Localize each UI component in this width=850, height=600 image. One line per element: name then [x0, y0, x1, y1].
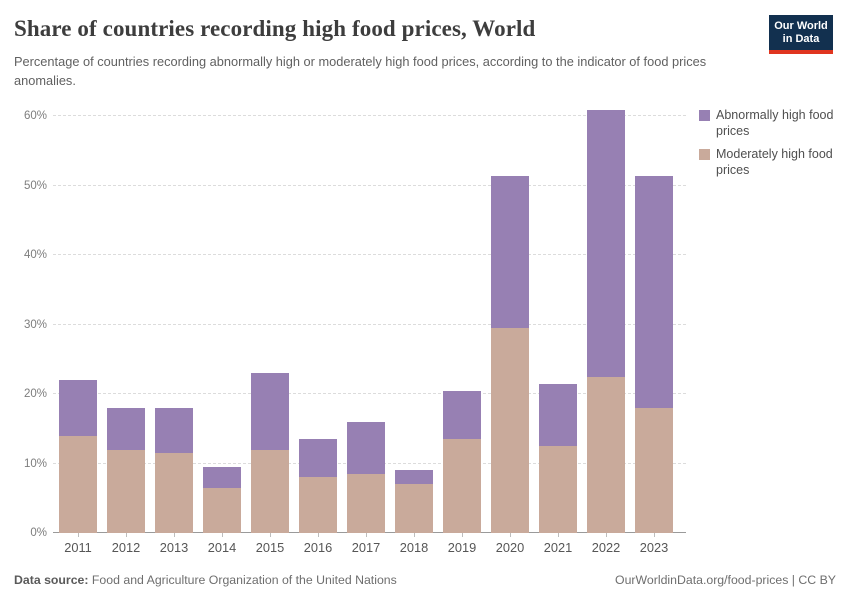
x-axis-tick [366, 533, 367, 537]
bar-2014[interactable] [203, 466, 241, 533]
legend-label: Abnormally high food prices [716, 108, 834, 138]
bar-segment-moderately-high[interactable] [59, 435, 97, 533]
bar-2011[interactable] [59, 380, 97, 533]
bar-2020[interactable] [491, 176, 529, 533]
bar-segment-moderately-high[interactable] [203, 487, 241, 533]
x-axis-label: 2013 [159, 540, 189, 555]
y-axis-tick-label: 30% [23, 318, 47, 331]
bar-segment-abnormally-high[interactable] [491, 176, 529, 328]
gridline [53, 323, 686, 325]
bar-segment-abnormally-high[interactable] [443, 390, 481, 440]
gridline [53, 254, 686, 255]
gridline [53, 184, 686, 186]
x-axis-label: 2015 [255, 540, 285, 555]
x-axis-tick [78, 533, 79, 537]
bar-segment-abnormally-high[interactable] [107, 407, 145, 450]
owid-logo-line1: Our World [774, 20, 828, 32]
bar-2018[interactable] [395, 470, 433, 533]
citation-link[interactable]: OurWorldinData.org/food-prices | CC BY [615, 573, 836, 587]
bar-segment-abnormally-high[interactable] [251, 373, 289, 450]
bar-segment-abnormally-high[interactable] [587, 110, 625, 377]
bar-segment-moderately-high[interactable] [443, 439, 481, 533]
bar-segment-abnormally-high[interactable] [539, 383, 577, 447]
bar-segment-abnormally-high[interactable] [59, 380, 97, 436]
x-axis-tick [126, 533, 127, 537]
bar-segment-moderately-high[interactable] [395, 484, 433, 533]
x-axis-tick [270, 533, 271, 537]
x-axis-label: 2016 [303, 540, 333, 555]
bar-2015[interactable] [251, 373, 289, 533]
bar-segment-abnormally-high[interactable] [395, 470, 433, 485]
bar-2019[interactable] [443, 390, 481, 533]
page-title: Share of countries recording high food p… [14, 16, 536, 41]
gridline [53, 393, 686, 394]
y-axis-tick-label: 60% [23, 110, 47, 122]
bar-2013[interactable] [155, 407, 193, 533]
bar-segment-moderately-high[interactable] [635, 407, 673, 533]
x-axis-label: 2014 [207, 540, 237, 555]
bar-segment-moderately-high[interactable] [491, 327, 529, 533]
y-axis-tick-label: 50% [23, 179, 47, 192]
bar-segment-abnormally-high[interactable] [203, 466, 241, 488]
gridline [53, 115, 686, 116]
chart-subtitle: Percentage of countries recording abnorm… [14, 54, 707, 89]
x-axis-label: 2021 [543, 540, 573, 555]
x-axis-label: 2011 [64, 540, 92, 555]
chart-legend: Abnormally high food prices Moderately h… [699, 108, 844, 187]
bar-2021[interactable] [539, 383, 577, 533]
x-axis-tick [318, 533, 319, 537]
bar-segment-moderately-high[interactable] [587, 376, 625, 533]
legend-item-moderately-high[interactable]: Moderately high food prices [699, 147, 844, 178]
bar-2023[interactable] [635, 176, 673, 533]
chart-footer: Data source: Food and Agriculture Organi… [14, 573, 836, 587]
x-axis-label: 2018 [399, 540, 429, 555]
x-axis-tick [606, 533, 607, 537]
bar-segment-moderately-high[interactable] [347, 473, 385, 533]
bar-segment-moderately-high[interactable] [155, 453, 193, 533]
y-axis-tick-label: 0% [30, 527, 47, 539]
bar-segment-abnormally-high[interactable] [299, 439, 337, 478]
owid-logo[interactable]: Our World in Data [769, 15, 833, 54]
y-axis-tick-label: 10% [23, 457, 47, 470]
bar-segment-abnormally-high[interactable] [635, 176, 673, 408]
x-axis-label: 2019 [447, 540, 477, 555]
y-axis-tick-label: 40% [23, 249, 47, 261]
data-source-text: Food and Agriculture Organization of the… [88, 573, 397, 587]
x-axis-label: 2022 [591, 540, 621, 555]
x-axis-tick [462, 533, 463, 537]
bar-segment-moderately-high[interactable] [107, 449, 145, 533]
legend-swatch-abnormally-high-icon [699, 110, 710, 121]
x-axis-tick [654, 533, 655, 537]
x-axis-label: 2012 [111, 540, 141, 555]
x-axis-label: 2020 [495, 540, 525, 555]
bar-segment-moderately-high[interactable] [299, 477, 337, 533]
bar-segment-abnormally-high[interactable] [347, 421, 385, 474]
x-axis-tick [510, 533, 511, 537]
bar-2017[interactable] [347, 421, 385, 533]
x-axis-label: 2023 [639, 540, 669, 555]
plot-area: 0% 10% 20% 30% 40% 50% 60% 2011 2012 2013 2014 2015… [24, 100, 686, 555]
legend-swatch-moderately-high-icon [699, 149, 710, 161]
bar-segment-moderately-high[interactable] [251, 449, 289, 533]
bar-segment-abnormally-high[interactable] [155, 407, 193, 454]
legend-label: Moderately high food prices [716, 147, 833, 177]
x-axis-tick [558, 533, 559, 537]
x-axis-tick [174, 533, 175, 537]
owid-logo-line2: in Data [782, 32, 820, 45]
data-source-label: Data source: [14, 573, 89, 587]
bar-2016[interactable] [299, 439, 337, 533]
x-axis-tick [222, 533, 223, 537]
x-axis-label: 2017 [351, 540, 381, 555]
y-axis-tick-label: 20% [23, 388, 47, 400]
bar-segment-moderately-high[interactable] [539, 446, 577, 533]
bar-2012[interactable] [107, 407, 145, 533]
x-axis-tick [414, 533, 415, 537]
legend-item-abnormally-high[interactable]: Abnormally high food prices [699, 108, 844, 139]
data-source-note: Data source: Food and Agriculture Organi… [14, 573, 397, 587]
bar-2022[interactable] [587, 110, 625, 533]
